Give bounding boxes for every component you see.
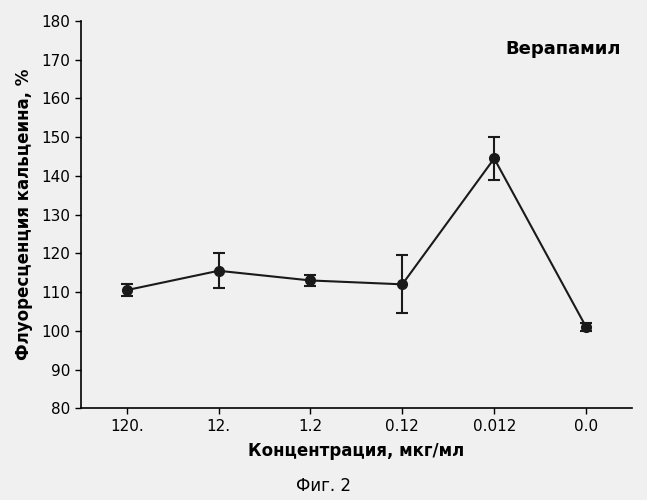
Text: Фиг. 2: Фиг. 2 xyxy=(296,477,351,495)
X-axis label: Концентрация, мкг/мл: Концентрация, мкг/мл xyxy=(248,442,465,460)
Text: Верапамил: Верапамил xyxy=(505,40,621,58)
Y-axis label: Флуоресценция кальцеина, %: Флуоресценция кальцеина, % xyxy=(15,69,33,360)
